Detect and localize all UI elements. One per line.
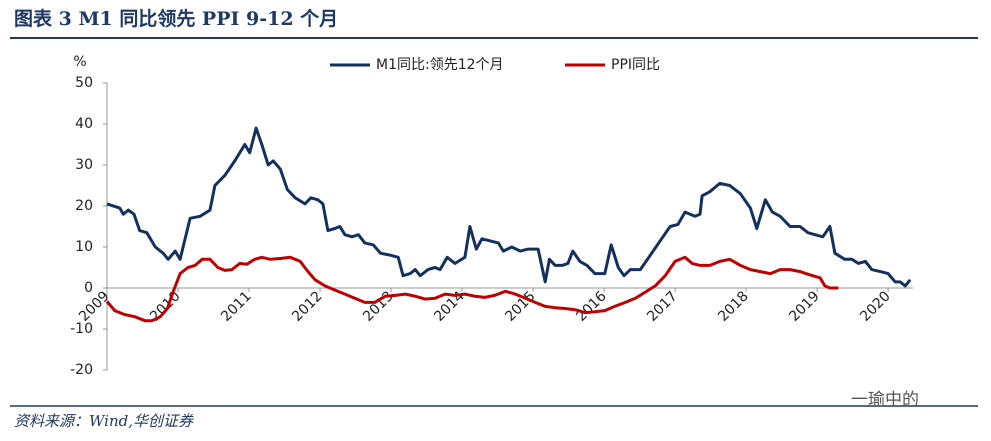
legend-label: M1同比:领先12个月 bbox=[376, 57, 504, 73]
x-tick-label: 2019 bbox=[786, 288, 823, 325]
y-axis-label: % bbox=[73, 54, 86, 70]
x-tick-label: 2017 bbox=[644, 288, 681, 325]
y-tick-label: -20 bbox=[70, 362, 93, 378]
watermark: 一瑜中的 bbox=[851, 390, 919, 410]
x-tick-label: 2011 bbox=[218, 288, 255, 325]
x-tick-label: 2018 bbox=[715, 288, 752, 325]
series-line bbox=[106, 126, 912, 288]
x-tick-label: 2016 bbox=[573, 288, 610, 325]
y-tick-label: 30 bbox=[75, 157, 93, 173]
y-tick-label: 40 bbox=[75, 116, 93, 132]
source: 资料来源：Wind,华创证券 bbox=[14, 412, 194, 430]
y-tick-label: 10 bbox=[75, 239, 93, 255]
x-tick-label: 2012 bbox=[289, 288, 326, 325]
x-tick-label: 2020 bbox=[857, 288, 894, 325]
legend-label: PPI同比 bbox=[611, 57, 660, 73]
y-tick-label: -10 bbox=[70, 321, 93, 337]
y-tick-label: 20 bbox=[75, 198, 93, 214]
y-tick-label: 50 bbox=[75, 75, 93, 91]
chart-title: 图表 3 M1 同比领先 PPI 9-12 个月 bbox=[14, 7, 338, 30]
x-tick-label: 2013 bbox=[360, 288, 397, 325]
y-tick-label: 0 bbox=[84, 280, 93, 296]
x-tick-label: 2015 bbox=[502, 288, 539, 325]
series-line bbox=[105, 255, 839, 323]
